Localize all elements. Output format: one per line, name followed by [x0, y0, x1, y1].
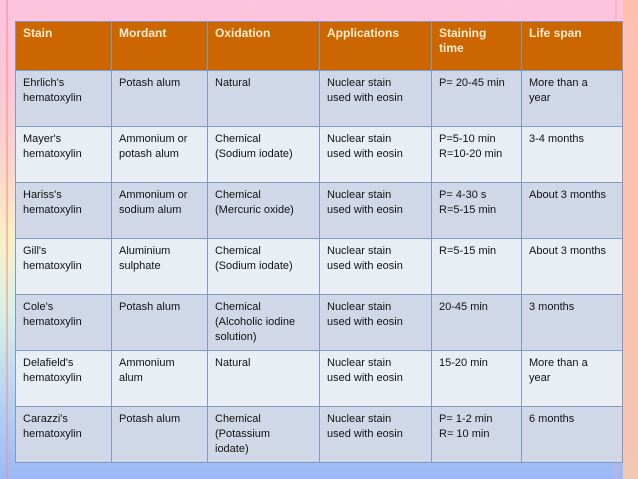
- header-staining-time: Staining time: [431, 21, 522, 71]
- cell-mordant: Potash alum: [111, 406, 208, 463]
- cell-applications: Nuclear stain used with eosin: [319, 126, 432, 183]
- header-life-span: Life span: [521, 21, 623, 71]
- cell-staining-time: R=5-15 min: [431, 238, 522, 295]
- header-mordant: Mordant: [111, 21, 208, 71]
- cell-staining-time: 15-20 min: [431, 350, 522, 407]
- table-row: Ehrlich's hematoxylin Potash alum Natura…: [15, 70, 623, 127]
- cell-oxidation: Chemical (Sodium iodate): [207, 126, 320, 183]
- cell-mordant: Ammonium alum: [111, 350, 208, 407]
- decorative-right-panel: [623, 0, 638, 479]
- cell-applications: Nuclear stain used with eosin: [319, 70, 432, 127]
- header-oxidation: Oxidation: [207, 21, 320, 71]
- cell-mordant: Ammonium or sodium alum: [111, 182, 208, 239]
- cell-staining-time: P=5-10 min R=10-20 min: [431, 126, 522, 183]
- decorative-left-stripe: [6, 0, 8, 479]
- cell-oxidation: Natural: [207, 70, 320, 127]
- cell-applications: Nuclear stain used with eosin: [319, 238, 432, 295]
- cell-staining-time: P= 20-45 min: [431, 70, 522, 127]
- cell-stain: Carazzi's hematoxylin: [15, 406, 112, 463]
- cell-mordant: Ammonium or potash alum: [111, 126, 208, 183]
- table-row: Gill's hematoxylin Aluminium sulphate Ch…: [15, 238, 623, 295]
- cell-life-span: More than a year: [521, 70, 623, 127]
- cell-applications: Nuclear stain used with eosin: [319, 294, 432, 351]
- table-row: Hariss's hematoxylin Ammonium or sodium …: [15, 182, 623, 239]
- cell-mordant: Aluminium sulphate: [111, 238, 208, 295]
- table-row: Carazzi's hematoxylin Potash alum Chemic…: [15, 406, 623, 463]
- cell-life-span: 3 months: [521, 294, 623, 351]
- cell-life-span: More than a year: [521, 350, 623, 407]
- cell-stain: Hariss's hematoxylin: [15, 182, 112, 239]
- cell-stain: Gill's hematoxylin: [15, 238, 112, 295]
- cell-stain: Cole's hematoxylin: [15, 294, 112, 351]
- cell-applications: Nuclear stain used with eosin: [319, 182, 432, 239]
- cell-staining-time: 20-45 min: [431, 294, 522, 351]
- header-row: Stain Mordant Oxidation Applications Sta…: [15, 21, 623, 71]
- cell-life-span: About 3 months: [521, 238, 623, 295]
- hematoxylin-stains-table: Stain Mordant Oxidation Applications Sta…: [15, 21, 623, 463]
- cell-life-span: 6 months: [521, 406, 623, 463]
- header-stain: Stain: [15, 21, 112, 71]
- cell-oxidation: Chemical (Alcoholic iodine solution): [207, 294, 320, 351]
- cell-mordant: Potash alum: [111, 70, 208, 127]
- cell-mordant: Potash alum: [111, 294, 208, 351]
- cell-stain: Mayer's hematoxylin: [15, 126, 112, 183]
- table-row: Delafield's hematoxylin Ammonium alum Na…: [15, 350, 623, 407]
- header-applications: Applications: [319, 21, 432, 71]
- cell-stain: Delafield's hematoxylin: [15, 350, 112, 407]
- cell-life-span: About 3 months: [521, 182, 623, 239]
- cell-oxidation: Chemical (Potassium iodate): [207, 406, 320, 463]
- table-row: Cole's hematoxylin Potash alum Chemical …: [15, 294, 623, 351]
- cell-applications: Nuclear stain used with eosin: [319, 406, 432, 463]
- cell-oxidation: Natural: [207, 350, 320, 407]
- cell-oxidation: Chemical (Sodium iodate): [207, 238, 320, 295]
- cell-staining-time: P= 4-30 s R=5-15 min: [431, 182, 522, 239]
- cell-oxidation: Chemical (Mercuric oxide): [207, 182, 320, 239]
- cell-life-span: 3-4 months: [521, 126, 623, 183]
- cell-applications: Nuclear stain used with eosin: [319, 350, 432, 407]
- cell-stain: Ehrlich's hematoxylin: [15, 70, 112, 127]
- table-row: Mayer's hematoxylin Ammonium or potash a…: [15, 126, 623, 183]
- cell-staining-time: P= 1-2 min R= 10 min: [431, 406, 522, 463]
